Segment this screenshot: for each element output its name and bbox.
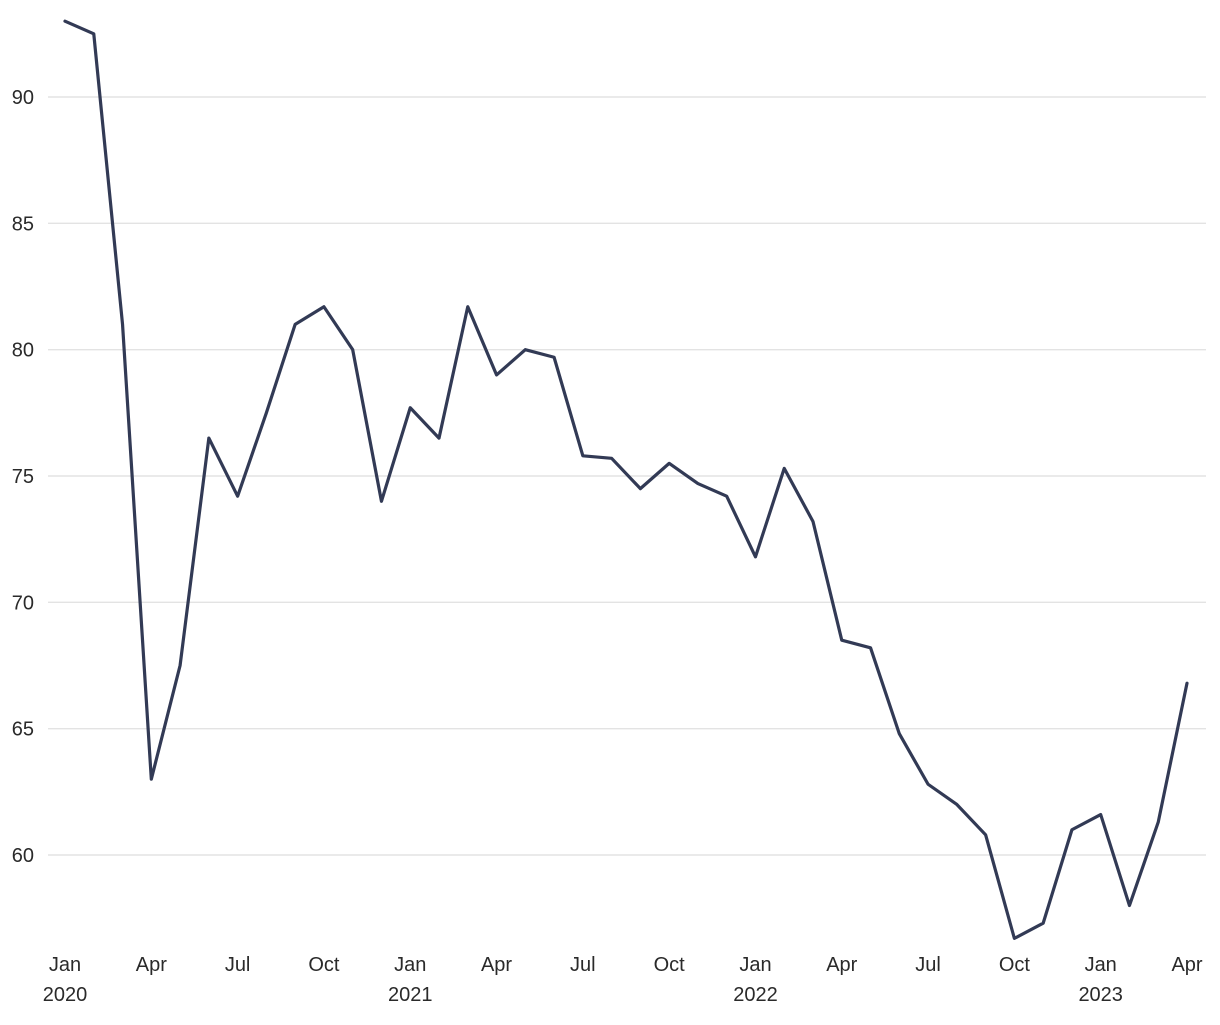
x-tick-year-label: 2020 <box>43 984 88 1006</box>
x-tick-label: Jul <box>570 954 596 976</box>
x-tick-label: Oct <box>654 954 686 976</box>
x-tick-label: Oct <box>308 954 340 976</box>
series-line <box>63 19 1189 940</box>
x-tick-year-label: 2023 <box>1078 984 1123 1006</box>
x-tick-label: Jul <box>225 954 251 976</box>
y-tick-label: 75 <box>12 466 34 488</box>
x-tick-year-label: 2022 <box>733 984 778 1006</box>
x-tick-year-label: 2021 <box>388 984 433 1006</box>
x-tick-label: Jan <box>739 954 771 976</box>
y-tick-label: 60 <box>12 845 34 867</box>
x-axis-ticks: Jan 2020 Apr Jul Oct Jan 2021 Apr Jul Oct Jan 2022 A… <box>43 954 1203 1006</box>
grid-layer <box>48 96 1206 856</box>
x-tick-label: Jan <box>1085 954 1117 976</box>
y-tick-label: 80 <box>12 340 34 362</box>
x-tick-label: Apr <box>1171 954 1202 976</box>
x-tick-label: Apr <box>136 954 167 976</box>
series-layer <box>63 19 1189 940</box>
x-tick-label: Jan <box>49 954 81 976</box>
y-tick-label: 70 <box>12 592 34 614</box>
x-tick-label: Apr <box>481 954 512 976</box>
y-tick-label: 85 <box>12 213 34 235</box>
x-tick-label: Jan <box>394 954 426 976</box>
y-tick-label: 65 <box>12 719 34 741</box>
x-tick-label: Apr <box>826 954 857 976</box>
x-tick-label: Oct <box>999 954 1031 976</box>
y-axis-ticks: 60 65 70 75 80 85 90 <box>12 87 34 867</box>
x-tick-label: Jul <box>915 954 941 976</box>
y-tick-label: 90 <box>12 87 34 109</box>
